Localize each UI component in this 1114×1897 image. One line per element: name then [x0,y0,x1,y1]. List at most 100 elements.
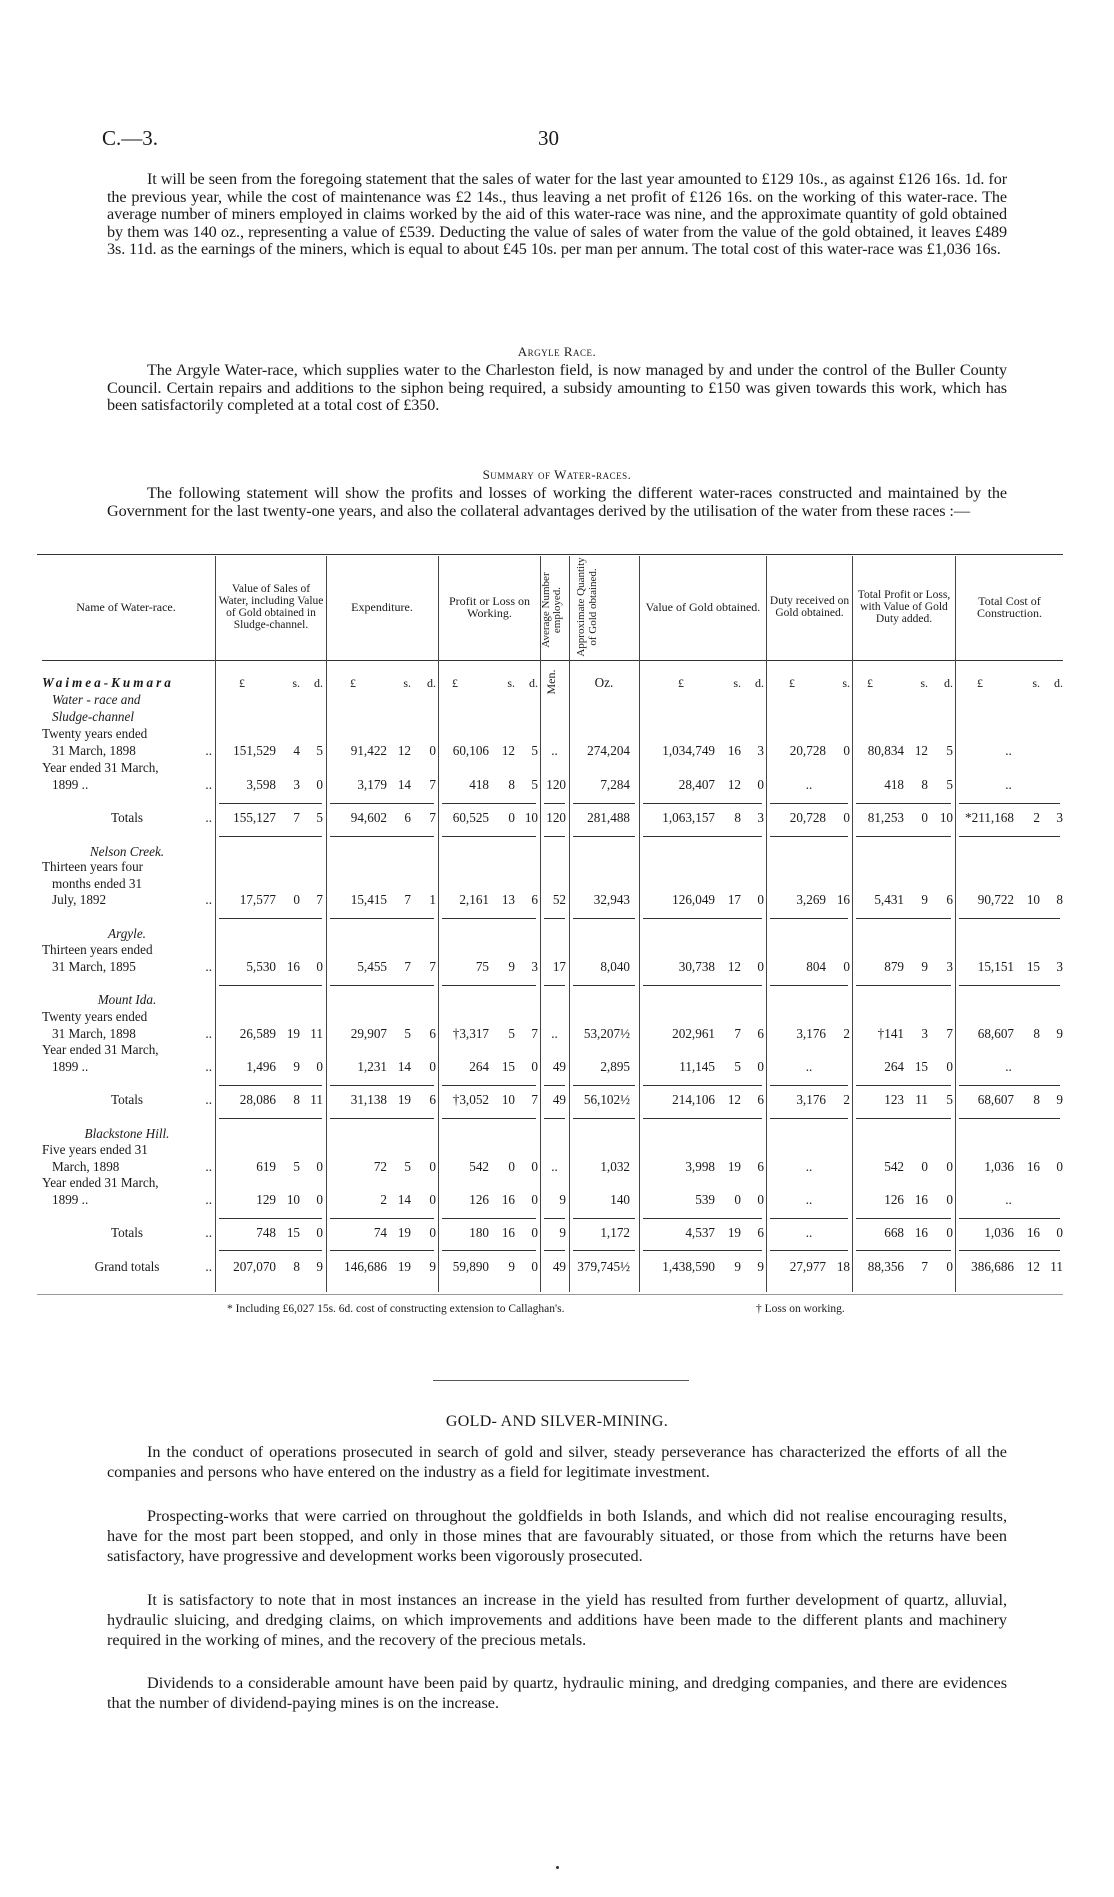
gold-pounds: 1,034,749 [662,743,715,758]
row-label-text: Thirteen years ended [42,942,153,957]
expenditure-pence: 0 [429,1159,436,1174]
total-rule [959,803,1060,804]
page-number: 30 [538,126,559,150]
gold-pence: 6 [757,1092,764,1107]
total_profit-pounds: †141 [877,1026,904,1041]
unit-pound: £ [678,676,684,690]
total_profit-pence: 0 [946,1159,953,1174]
sales-shillings: 16 [286,959,300,974]
oz-cell: 1,172 [600,1225,630,1240]
row-label-text: Twenty years ended [42,1009,148,1024]
duty-pounds: 3,176 [796,1026,826,1041]
sales-pence: 9 [316,1259,323,1274]
row-label-text: July, 1892 [52,892,107,907]
row-label: 31 March, 1898.. [42,1026,212,1042]
document-reference: C.—3. [102,126,159,150]
duty-shillings: 0 [843,810,850,825]
total-rule [544,1218,565,1219]
gold-shillings: 0 [734,1192,741,1207]
sales-shillings: 4 [293,743,300,758]
sales-pence: 11 [310,1026,323,1041]
column-divider [955,556,956,1292]
total-rule [770,1118,848,1119]
row-label-text: 31 March, 1895 [52,959,136,974]
row-label: March, 1898.. [42,1159,212,1175]
oz-cell: 7,284 [600,777,630,792]
gold-pounds: 28,407 [678,777,715,792]
cost-pounds: 90,722 [977,892,1014,907]
total-rule [856,918,951,919]
total-rule [573,1250,635,1251]
expenditure-shillings: 5 [404,1026,411,1041]
total-rule [770,803,848,804]
expenditure-pounds: 31,138 [350,1092,387,1107]
total_profit-pounds: 81,253 [867,810,904,825]
sales-pounds: 26,589 [239,1026,276,1041]
total-rule [219,918,322,919]
expenditure-pounds: 146,686 [344,1259,387,1274]
profit-pounds: 59,890 [452,1259,489,1274]
total-rule [643,1118,762,1119]
header-bottom-rule [42,660,1063,661]
expenditure-pence: 9 [429,1259,436,1274]
total-rule [219,1085,322,1086]
duty-pounds: 20,728 [789,810,826,825]
sales-pounds: 151,529 [233,743,276,758]
total-rule [959,1218,1060,1219]
total-rule [573,985,635,986]
oz-cell: 56,102½ [583,1092,630,1107]
total_profit-shillings: 9 [921,959,928,974]
expenditure-pence: 0 [429,1192,436,1207]
men-cell: .. [551,1026,558,1041]
total-rule [330,1250,434,1251]
expenditure-pence: 7 [429,777,436,792]
intro-paragraph: It will be seen from the foregoing state… [107,170,1007,259]
sales-shillings: 0 [293,892,300,907]
profit-pence: 5 [531,743,538,758]
unit-shillings: s. [507,676,515,690]
row-label: 31 March, 1898.. [42,743,212,759]
duty-cell: .. [805,1225,813,1240]
duty-shillings: 0 [843,743,850,758]
unit-pound: £ [452,676,458,690]
sales-pounds: 619 [256,1159,276,1174]
total-rule [856,1085,951,1086]
row-label: Year ended 31 March, [42,1042,212,1058]
total-rule [959,836,1060,837]
total-rule [856,1218,951,1219]
profit-pence: 0 [531,1225,538,1240]
sales-pence: 7 [316,892,323,907]
oz-cell: 281,488 [587,810,630,825]
total-rule [219,1118,322,1119]
profit-pounds: 542 [469,1159,489,1174]
men-cell: .. [551,743,558,758]
unit-pound: £ [239,676,245,690]
row-label: 1899 .... [42,1059,212,1075]
total-rule [959,1085,1060,1086]
total-rule [330,836,434,837]
row-label: Totals.. [42,1225,212,1241]
cost-pounds: 68,607 [977,1092,1014,1107]
total_profit-pence: 3 [946,959,953,974]
header-gold: Value of Gold obtained. [645,600,761,614]
oz-cell: 274,204 [587,743,630,758]
profit-shillings: 15 [501,1059,515,1074]
duty-pounds: 3,176 [796,1092,826,1107]
sales-shillings: 3 [293,777,300,792]
sales-shillings: 9 [293,1059,300,1074]
gold-pence: 0 [757,892,764,907]
total-rule [219,803,322,804]
expenditure-pounds: 3,179 [357,777,387,792]
row-label-text: Five years ended 31 [42,1142,148,1157]
men-cell: 49 [552,1059,566,1074]
unit-shillings: s. [292,676,300,690]
duty-shillings: 18 [836,1259,850,1274]
row-label: Year ended 31 March, [42,1175,212,1191]
gold-pence: 0 [757,1192,764,1207]
row-label: Five years ended 31 [42,1142,212,1158]
cost-pence: 9 [1056,1026,1063,1041]
total-rule [959,918,1060,919]
gold-pence: 6 [757,1225,764,1240]
duty-cell: .. [805,777,813,792]
total-rule [856,836,951,837]
